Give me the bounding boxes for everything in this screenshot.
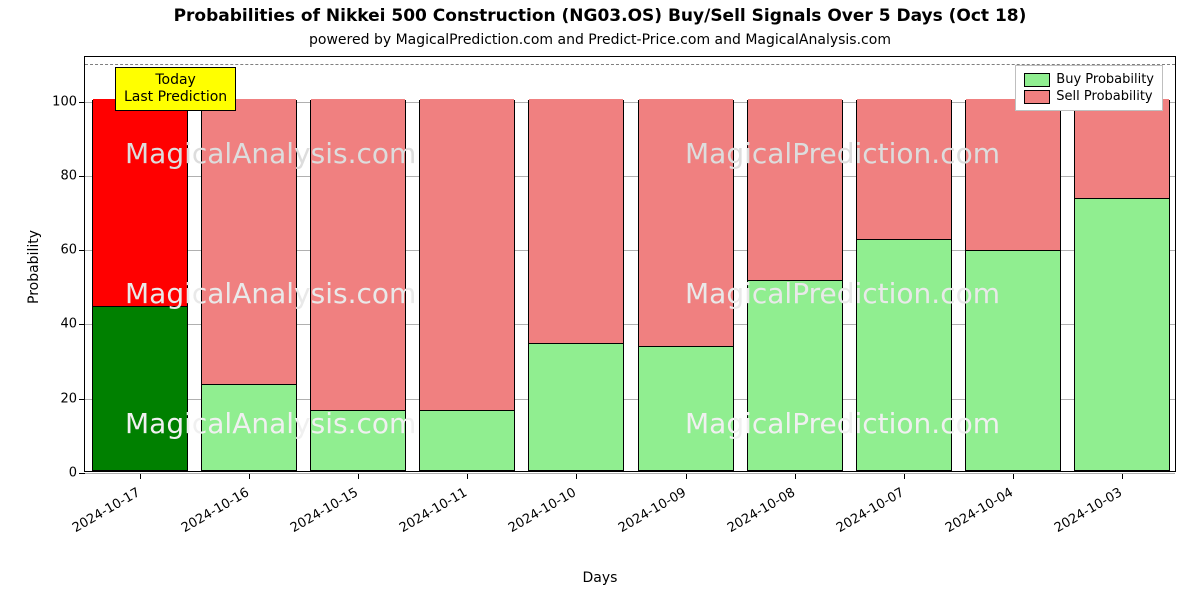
bar-buy-segment [93,307,187,470]
bar-buy-segment [857,240,951,470]
bar-sell-segment [857,99,951,240]
bar-buy-segment [311,411,405,470]
y-tick-label: 60 [60,243,77,258]
bar-slot [201,57,297,471]
legend-swatch [1024,73,1050,87]
x-tick-label: 2024-10-16 [179,485,252,536]
bar-buy-segment [202,385,296,470]
x-tick-label: 2024-10-04 [943,485,1016,536]
bar-slot [419,57,515,471]
bar [419,100,515,471]
reference-line [85,64,1175,65]
bar-slot [1074,57,1170,471]
bar-sell-segment [202,99,296,385]
bar-buy-segment [420,411,514,470]
bar-sell-segment [748,99,842,281]
bar [310,100,406,471]
annotation-line: Last Prediction [124,89,227,106]
bar-slot [965,57,1061,471]
bar-slot [528,57,624,471]
bar-slot [638,57,734,471]
bar-buy-segment [966,251,1060,470]
bar-buy-segment [748,281,842,470]
legend-item: Sell Probability [1024,88,1154,105]
y-tick-label: 40 [60,317,77,332]
annotation-line: Today [124,72,227,89]
x-tick-label: 2024-10-08 [725,485,798,536]
y-tick-label: 20 [60,391,77,406]
bar-sell-segment [966,99,1060,251]
bar-sell-segment [1075,99,1169,199]
bar-slot [310,57,406,471]
legend: Buy Probability Sell Probability [1015,65,1163,111]
bar-sell-segment [93,99,187,307]
bar [965,100,1061,471]
chart-container: Probabilities of Nikkei 500 Construction… [0,0,1200,600]
annotation-today: TodayLast Prediction [115,67,236,111]
x-tick-label: 2024-10-17 [70,485,143,536]
y-tick-label: 0 [69,466,77,481]
y-tick-label: 80 [60,168,77,183]
bar-buy-segment [529,344,623,470]
bar [92,100,188,471]
bar-sell-segment [639,99,733,348]
bar [638,100,734,471]
bar [747,100,843,471]
x-tick-label: 2024-10-07 [834,485,907,536]
legend-item: Buy Probability [1024,71,1154,88]
gridline [85,473,1175,474]
legend-swatch [1024,90,1050,104]
y-tick-label: 100 [52,94,77,109]
legend-label: Buy Probability [1056,72,1154,87]
bar-sell-segment [529,99,623,344]
y-axis-label: Probability [26,230,42,304]
x-tick-label: 2024-10-11 [397,485,470,536]
x-tick-label: 2024-10-15 [288,485,361,536]
bar-slot [747,57,843,471]
bar-sell-segment [420,99,514,411]
chart-subtitle: powered by MagicalPrediction.com and Pre… [0,32,1200,48]
bar [201,100,297,471]
bar-slot [92,57,188,471]
chart-title: Probabilities of Nikkei 500 Construction… [0,6,1200,26]
bar [528,100,624,471]
bar-sell-segment [311,99,405,411]
bar-slot [856,57,952,471]
bar [856,100,952,471]
bar [1074,100,1170,471]
plot-area: MagicalAnalysis.comMagicalPrediction.com… [84,56,1176,472]
legend-label: Sell Probability [1056,89,1152,104]
x-tick-label: 2024-10-10 [506,485,579,536]
x-tick-label: 2024-10-09 [616,485,689,536]
bar-buy-segment [639,347,733,470]
x-tick-label: 2024-10-03 [1052,485,1125,536]
bar-buy-segment [1075,199,1169,470]
x-axis-label: Days [0,570,1200,586]
